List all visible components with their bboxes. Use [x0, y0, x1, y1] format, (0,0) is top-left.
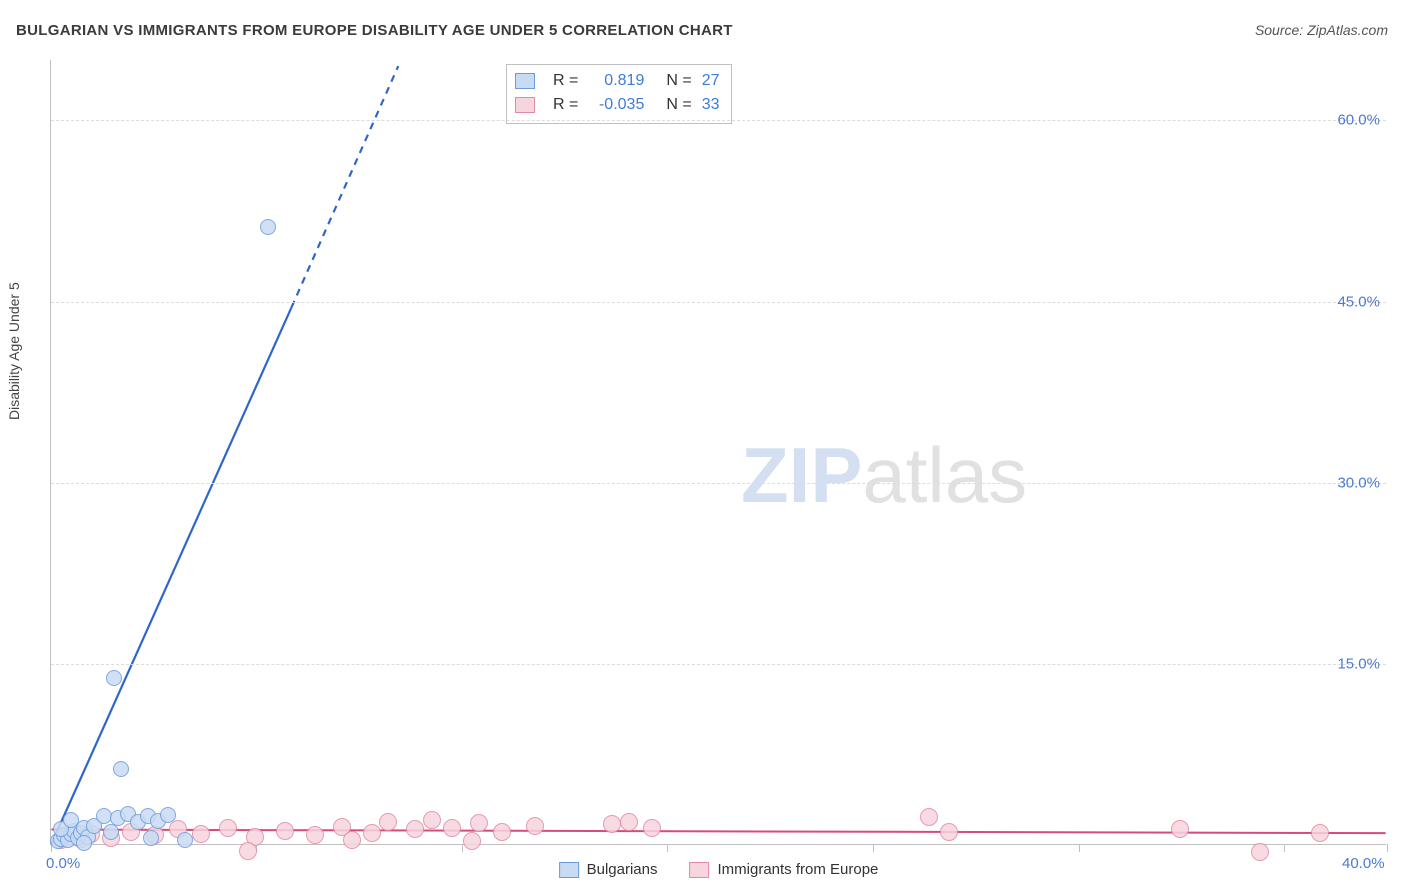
point-bulgarians	[113, 761, 129, 777]
point-immigrants	[363, 824, 381, 842]
point-immigrants	[1311, 824, 1329, 842]
point-immigrants	[1171, 820, 1189, 838]
point-immigrants	[603, 815, 621, 833]
point-immigrants	[443, 819, 461, 837]
correlation-row: R = 0.819 N = 27	[515, 69, 719, 93]
point-bulgarians	[177, 832, 193, 848]
x-tick	[667, 844, 668, 852]
legend-label: Bulgarians	[587, 861, 658, 878]
y-tick-label: 45.0%	[1337, 293, 1380, 310]
point-bulgarians	[143, 830, 159, 846]
watermark: ZIPatlas	[741, 430, 1027, 521]
gridline	[51, 664, 1386, 665]
x-axis-start-label: 0.0%	[46, 855, 80, 872]
n-label: N =	[666, 93, 691, 117]
x-tick	[1079, 844, 1080, 852]
correlation-row: R = -0.035 N = 33	[515, 93, 719, 117]
point-immigrants	[406, 820, 424, 838]
trend-lines	[51, 60, 1386, 844]
point-immigrants	[423, 811, 441, 829]
point-immigrants	[920, 808, 938, 826]
swatch	[515, 97, 535, 113]
gridline	[51, 302, 1386, 303]
x-tick	[462, 844, 463, 852]
point-immigrants	[643, 819, 661, 837]
r-label: R =	[553, 93, 578, 117]
source-label: Source: ZipAtlas.com	[1255, 22, 1388, 38]
point-immigrants	[493, 823, 511, 841]
point-bulgarians	[63, 812, 79, 828]
n-label: N =	[666, 69, 691, 93]
legend-item: Immigrants from Europe	[690, 861, 879, 878]
point-immigrants	[219, 819, 237, 837]
point-immigrants	[239, 842, 257, 860]
y-axis-label: Disability Age Under 5	[6, 282, 22, 420]
point-immigrants	[940, 823, 958, 841]
watermark-atlas: atlas	[862, 431, 1027, 519]
n-value: 27	[702, 69, 720, 93]
legend-label: Immigrants from Europe	[718, 861, 879, 878]
point-immigrants	[379, 813, 397, 831]
gridline	[51, 483, 1386, 484]
r-value: -0.035	[588, 93, 644, 117]
point-immigrants	[306, 826, 324, 844]
watermark-zip: ZIP	[741, 431, 862, 519]
gridline	[51, 120, 1386, 121]
point-immigrants	[343, 831, 361, 849]
x-axis-end-label: 40.0%	[1342, 855, 1385, 872]
point-bulgarians	[76, 835, 92, 851]
y-tick-label: 30.0%	[1337, 474, 1380, 491]
x-tick	[1387, 844, 1388, 852]
swatch	[690, 862, 710, 878]
point-immigrants	[620, 813, 638, 831]
point-immigrants	[192, 825, 210, 843]
correlation-box: R = 0.819 N = 27 R = -0.035 N = 33	[506, 64, 732, 124]
swatch	[559, 862, 579, 878]
chart-title: BULGARIAN VS IMMIGRANTS FROM EUROPE DISA…	[16, 22, 733, 39]
x-tick	[873, 844, 874, 852]
y-tick-label: 60.0%	[1337, 112, 1380, 129]
point-immigrants	[1251, 843, 1269, 861]
r-value: 0.819	[588, 69, 644, 93]
n-value: 33	[702, 93, 720, 117]
r-label: R =	[553, 69, 578, 93]
point-bulgarians	[160, 807, 176, 823]
legend-item: Bulgarians	[559, 861, 658, 878]
y-tick-label: 15.0%	[1337, 655, 1380, 672]
x-tick	[1284, 844, 1285, 852]
point-immigrants	[470, 814, 488, 832]
point-bulgarians	[106, 670, 122, 686]
point-immigrants	[463, 832, 481, 850]
point-immigrants	[526, 817, 544, 835]
legend-bottom: Bulgarians Immigrants from Europe	[559, 861, 879, 878]
point-bulgarians	[260, 219, 276, 235]
chart-area: R =0.819N =27R =-0.035N =33 ZIPatlas Bul…	[50, 60, 1386, 845]
point-immigrants	[276, 822, 294, 840]
swatch	[515, 73, 535, 89]
